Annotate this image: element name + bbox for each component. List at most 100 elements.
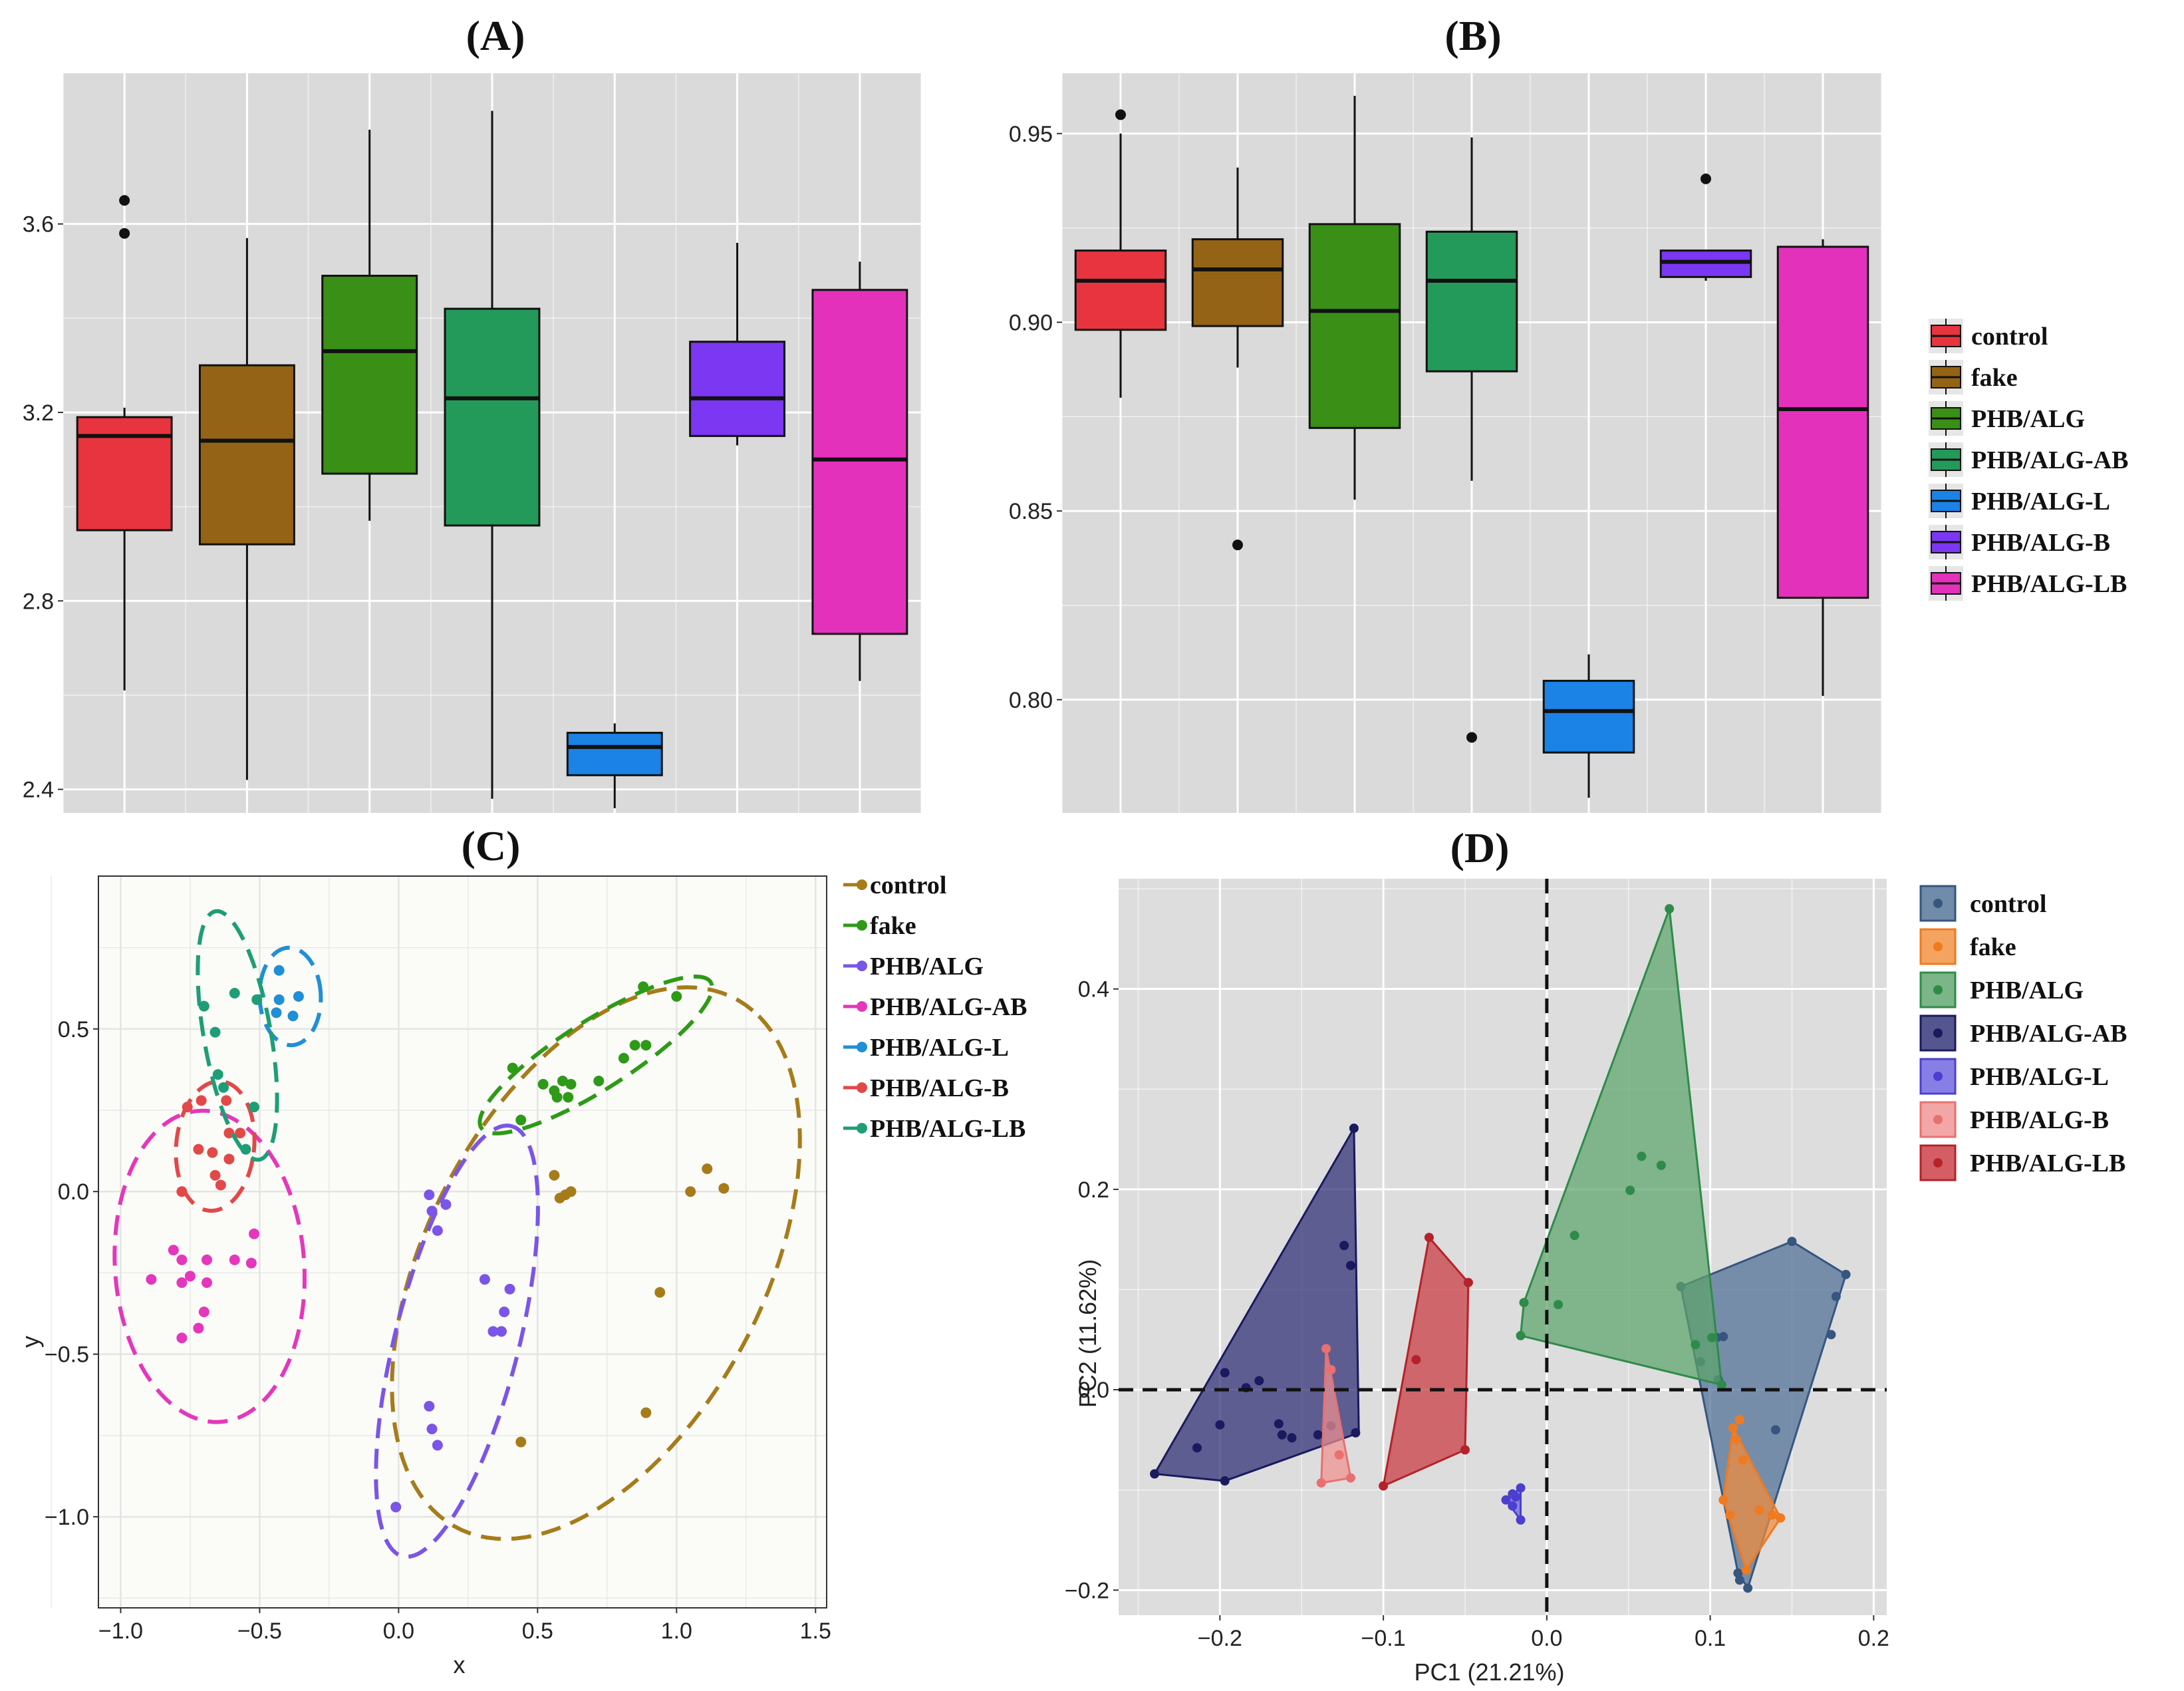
- data-point: [1254, 1376, 1264, 1386]
- box-iqr: [321, 275, 418, 475]
- legend-label: PHB/ALG-AB: [1971, 446, 2128, 474]
- data-point: [287, 1010, 299, 1022]
- legend-label: PHB/ALG: [1970, 977, 2084, 1004]
- box-iqr: [811, 289, 908, 635]
- data-point: [565, 1078, 577, 1090]
- y-tick-label: −0.5: [45, 1342, 89, 1368]
- data-point: [507, 1062, 518, 1074]
- data-point: [1743, 1583, 1753, 1593]
- outlier-point: [1466, 732, 1477, 743]
- data-point: [629, 1040, 640, 1051]
- data-point: [1379, 1481, 1389, 1491]
- data-point: [240, 1144, 251, 1155]
- legend-key-point: [1933, 1072, 1943, 1081]
- data-point: [563, 1092, 574, 1103]
- data-point: [1424, 1233, 1434, 1243]
- legend-key-fill: [1919, 928, 1957, 965]
- data-point: [1733, 1568, 1743, 1578]
- data-point: [1277, 1430, 1287, 1440]
- box-control: [1074, 109, 1167, 398]
- data-point: [1731, 1435, 1741, 1445]
- legend-key-point: [857, 879, 867, 890]
- data-point: [640, 1040, 652, 1051]
- box-fake: [1191, 167, 1284, 551]
- legend-label: PHB/ALG-LB: [1971, 570, 2127, 598]
- data-point: [245, 1257, 257, 1269]
- data-point: [426, 1205, 438, 1217]
- confidence-ellipse: [390, 985, 802, 1541]
- data-point: [1313, 1430, 1323, 1440]
- series-phb-alg-ab: [112, 1108, 307, 1424]
- data-point: [251, 994, 263, 1005]
- data-point: [551, 1092, 563, 1103]
- legend-label: fake: [870, 912, 916, 940]
- data-point: [1460, 1445, 1470, 1455]
- outlier-point: [119, 228, 130, 239]
- box-fake: [198, 237, 295, 780]
- box-phb-alg: [321, 129, 418, 521]
- data-point: [554, 1193, 565, 1203]
- series-phb-alg-l: [1501, 1483, 1526, 1525]
- y-tick-label: 0.2: [1078, 1177, 1109, 1203]
- data-point: [702, 1163, 713, 1174]
- data-point: [1511, 1492, 1521, 1502]
- y-tick-label: 0.5: [58, 1017, 89, 1042]
- data-point: [1554, 1300, 1564, 1310]
- panel-c: −1.0 −0.5 0.0 0.5 1.0 1.5 −1.0 −0.5 0.0 0.5 x y (C) c…: [17, 822, 1027, 1678]
- y-tick-label: 0.0: [1078, 1378, 1109, 1403]
- data-point: [1345, 1473, 1355, 1483]
- data-point: [1841, 1269, 1851, 1279]
- box-phb-alg-lb: [1776, 239, 1869, 696]
- box-iqr: [444, 307, 541, 527]
- x-tick-label: −0.1: [1361, 1626, 1406, 1651]
- legend-key-point: [857, 1001, 867, 1012]
- data-point: [1215, 1420, 1225, 1430]
- legend: control fake PHB/ALG PHB/ALG-AB PHB/ALG-L PHB…: [1929, 319, 2128, 601]
- y-tick-label: −1.0: [45, 1505, 89, 1530]
- data-point: [1716, 1380, 1726, 1390]
- data-point: [249, 1228, 260, 1239]
- data-point: [1192, 1443, 1202, 1453]
- data-point: [654, 1287, 666, 1298]
- y-tick-label: 0.95: [1009, 122, 1053, 147]
- data-point: [1787, 1237, 1797, 1247]
- outlier-point: [119, 195, 130, 206]
- x-tick-label: 0.2: [1858, 1626, 1889, 1651]
- data-point: [1274, 1419, 1284, 1429]
- data-point: [1516, 1330, 1526, 1340]
- data-point: [618, 1052, 629, 1064]
- data-point: [1334, 1450, 1344, 1460]
- data-point: [249, 1102, 260, 1113]
- box-iqr: [1074, 249, 1167, 331]
- data-point: [685, 1186, 696, 1197]
- data-point: [273, 965, 285, 976]
- data-point: [182, 1102, 193, 1113]
- data-point: [1725, 1510, 1735, 1520]
- data-point: [1738, 1455, 1748, 1465]
- legend-label: control: [1970, 890, 2046, 918]
- data-point: [479, 1274, 490, 1285]
- legend: control fake PHB/ALG PHB/ALG-AB PHB/ALG-L PHB…: [1919, 885, 2127, 1181]
- x-tick-label: −1.0: [98, 1618, 143, 1644]
- box-iqr: [689, 341, 786, 437]
- y-axis-title: y: [17, 1336, 44, 1348]
- legend-key-point: [857, 1042, 867, 1052]
- data-point: [168, 1245, 179, 1256]
- x-tick-label: −0.5: [237, 1618, 282, 1644]
- series-control: [390, 985, 802, 1541]
- data-point: [1707, 1332, 1717, 1342]
- legend-key-fill: [1919, 1144, 1957, 1181]
- data-point: [638, 981, 649, 993]
- data-point: [1776, 1513, 1786, 1523]
- x-tick-label: −0.2: [1198, 1626, 1242, 1651]
- data-point: [1637, 1152, 1647, 1161]
- data-point: [209, 1169, 221, 1181]
- data-point: [235, 1128, 246, 1139]
- data-point: [390, 1501, 402, 1513]
- data-point: [593, 1076, 605, 1086]
- data-point: [496, 1326, 507, 1337]
- data-point: [201, 1254, 212, 1265]
- legend-key-point: [1933, 1158, 1943, 1167]
- data-point: [424, 1189, 435, 1201]
- data-point: [557, 1076, 568, 1086]
